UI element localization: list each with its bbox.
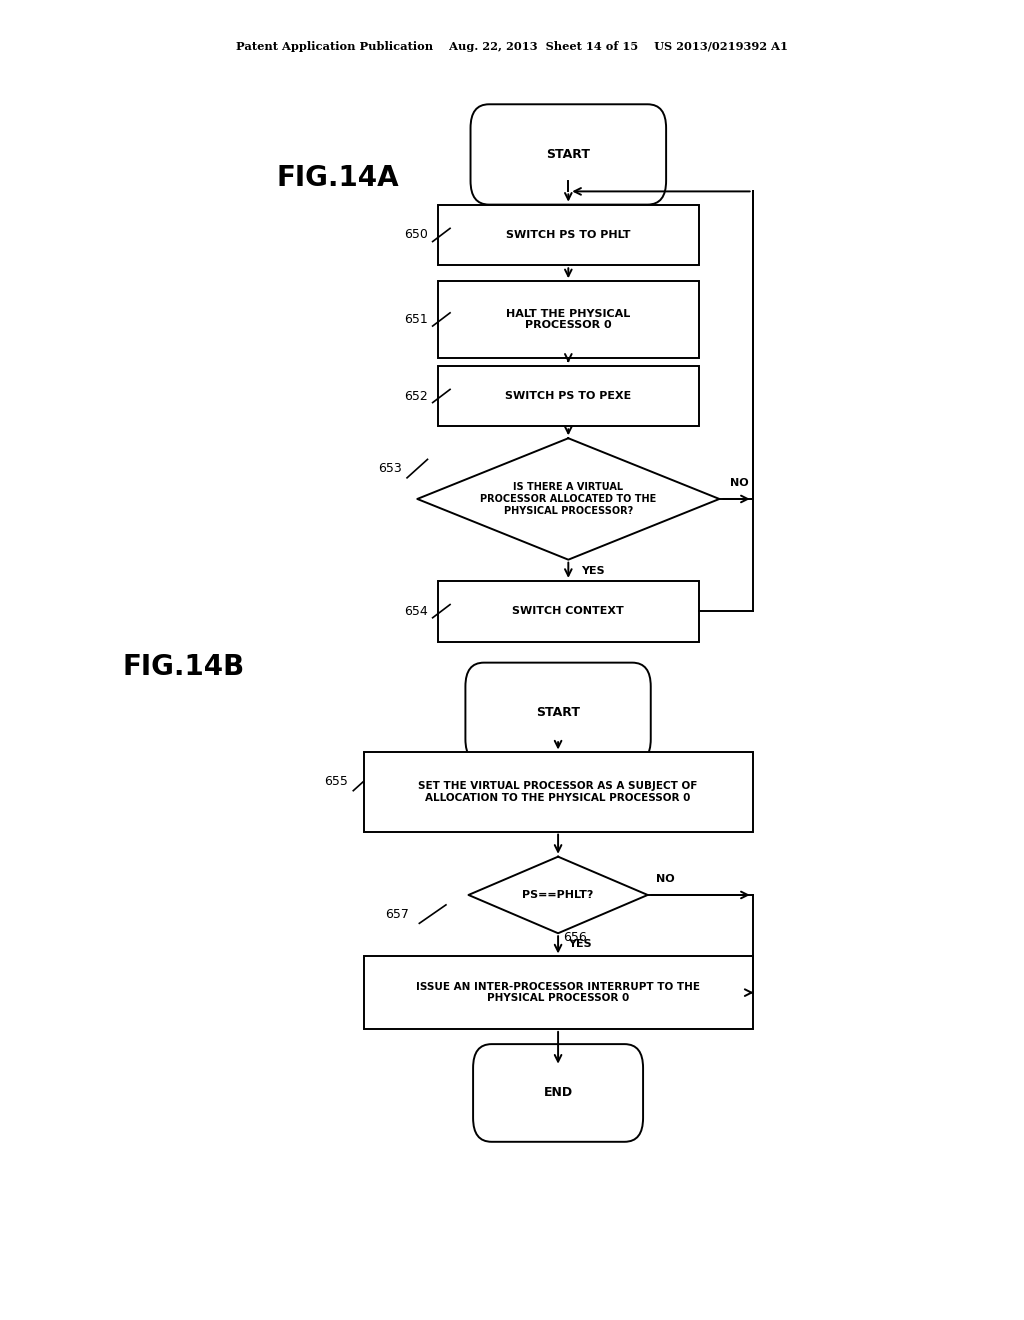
Text: SWITCH PS TO PEXE: SWITCH PS TO PEXE bbox=[505, 391, 632, 401]
FancyBboxPatch shape bbox=[471, 104, 667, 205]
Text: NO: NO bbox=[656, 874, 675, 884]
Text: 652: 652 bbox=[403, 389, 428, 403]
Text: START: START bbox=[547, 148, 590, 161]
Text: SWITCH PS TO PHLT: SWITCH PS TO PHLT bbox=[506, 230, 631, 240]
Text: FIG.14B: FIG.14B bbox=[123, 652, 245, 681]
Text: 654: 654 bbox=[403, 605, 428, 618]
Bar bbox=[438, 281, 699, 358]
Text: IS THERE A VIRTUAL
PROCESSOR ALLOCATED TO THE
PHYSICAL PROCESSOR?: IS THERE A VIRTUAL PROCESSOR ALLOCATED T… bbox=[480, 482, 656, 516]
Text: 657: 657 bbox=[385, 908, 410, 920]
Text: 656: 656 bbox=[563, 931, 587, 944]
Bar bbox=[438, 581, 699, 642]
Text: YES: YES bbox=[568, 939, 592, 949]
Text: HALT THE PHYSICAL
PROCESSOR 0: HALT THE PHYSICAL PROCESSOR 0 bbox=[506, 309, 631, 330]
Bar bbox=[364, 956, 753, 1030]
FancyBboxPatch shape bbox=[473, 1044, 643, 1142]
Text: SET THE VIRTUAL PROCESSOR AS A SUBJECT OF
ALLOCATION TO THE PHYSICAL PROCESSOR 0: SET THE VIRTUAL PROCESSOR AS A SUBJECT O… bbox=[419, 781, 697, 803]
Text: 650: 650 bbox=[403, 228, 428, 242]
Text: END: END bbox=[544, 1086, 572, 1100]
Bar bbox=[438, 366, 699, 426]
Text: SWITCH CONTEXT: SWITCH CONTEXT bbox=[512, 606, 625, 616]
Text: FIG.14A: FIG.14A bbox=[276, 164, 399, 193]
Text: NO: NO bbox=[729, 478, 749, 488]
Text: START: START bbox=[537, 706, 580, 719]
Text: Patent Application Publication    Aug. 22, 2013  Sheet 14 of 15    US 2013/02193: Patent Application Publication Aug. 22, … bbox=[236, 41, 788, 51]
Text: 655: 655 bbox=[325, 775, 348, 788]
Bar bbox=[364, 752, 753, 832]
Text: 651: 651 bbox=[403, 313, 428, 326]
Text: ISSUE AN INTER-PROCESSOR INTERRUPT TO THE
PHYSICAL PROCESSOR 0: ISSUE AN INTER-PROCESSOR INTERRUPT TO TH… bbox=[416, 982, 700, 1003]
Bar bbox=[438, 205, 699, 265]
Text: 653: 653 bbox=[378, 462, 402, 475]
Text: YES: YES bbox=[581, 566, 604, 577]
Text: PS==PHLT?: PS==PHLT? bbox=[522, 890, 594, 900]
Polygon shape bbox=[469, 857, 648, 933]
Polygon shape bbox=[418, 438, 719, 560]
FancyBboxPatch shape bbox=[465, 663, 651, 763]
